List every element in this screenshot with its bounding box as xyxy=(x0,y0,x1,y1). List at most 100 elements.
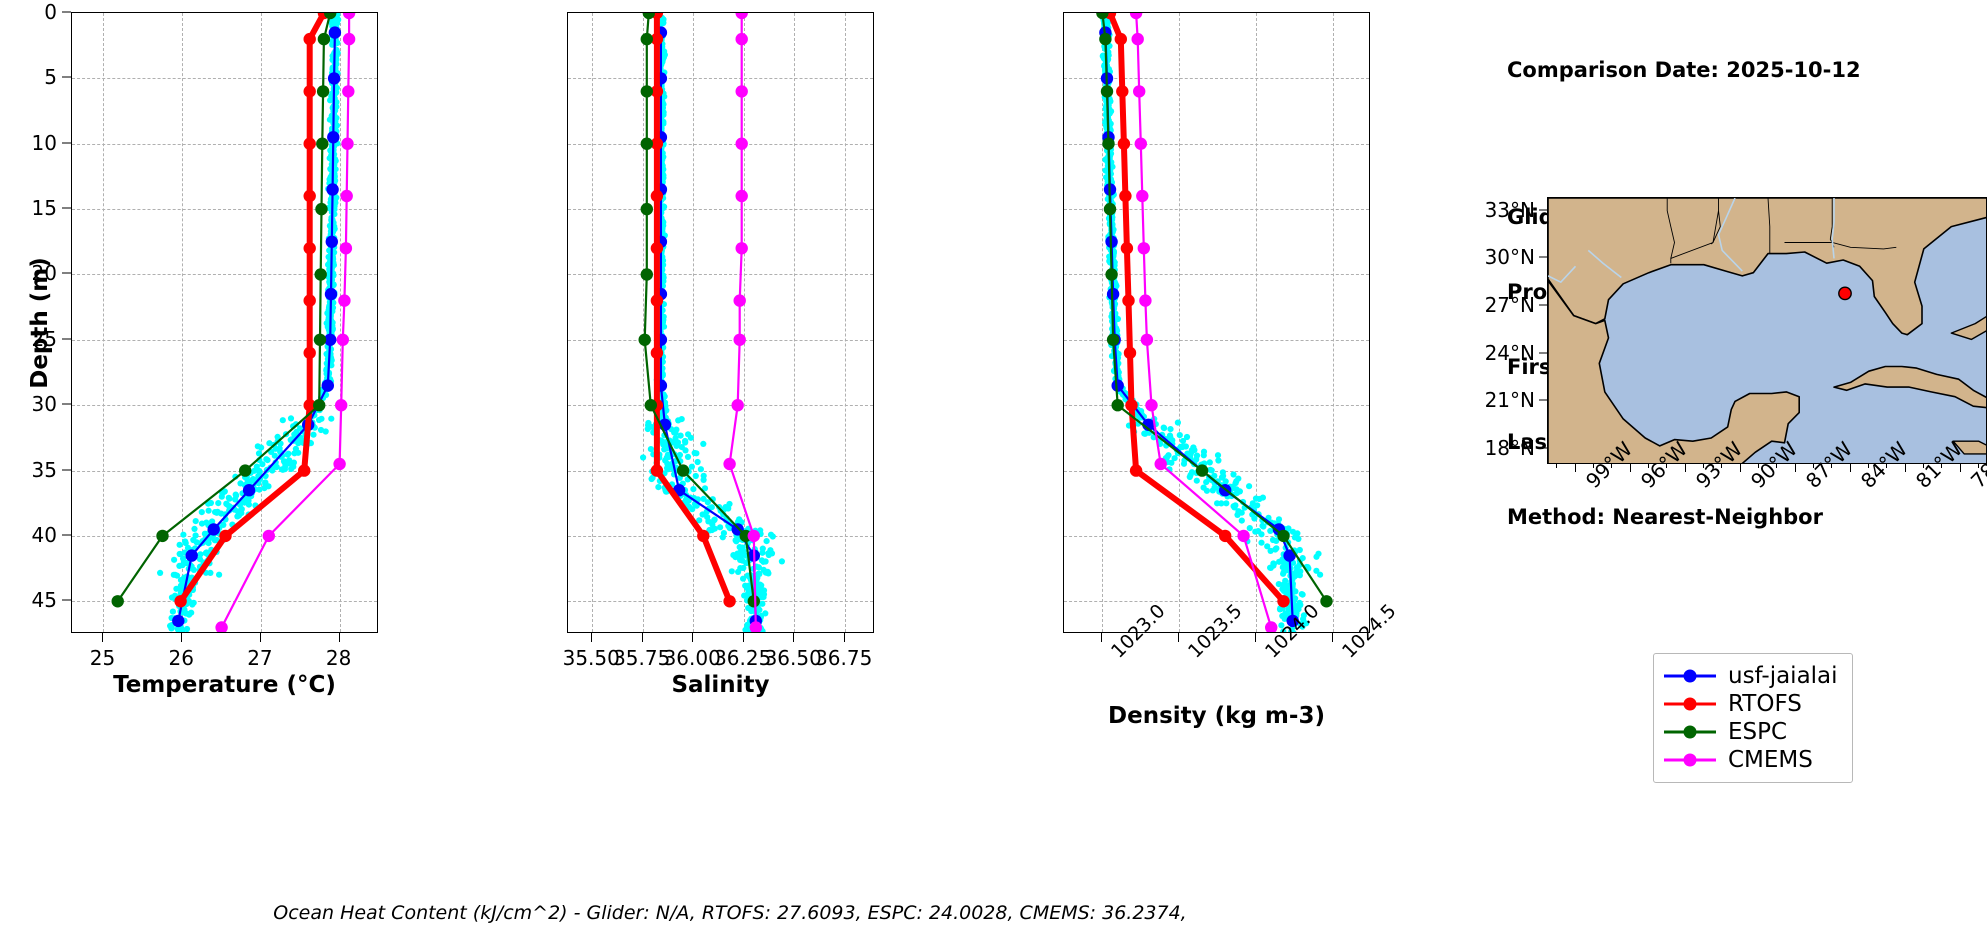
comparison-date-line: Comparison Date: 2025-10-12 xyxy=(1507,58,1861,82)
gridline-horizontal xyxy=(72,339,377,341)
gridline-horizontal xyxy=(1064,209,1369,211)
map-lon-tick-mark xyxy=(1794,464,1796,472)
map-lon-tick-mark xyxy=(1849,464,1851,472)
y-tick-label: 5 xyxy=(44,65,57,90)
legend-label: usf-jaialai xyxy=(1728,663,1838,689)
river-mississippi xyxy=(1717,198,1743,272)
x-tick-label: 26 xyxy=(168,646,194,670)
gridline-horizontal xyxy=(1064,405,1369,407)
map-lon-minor-tick xyxy=(1812,464,1814,468)
y-tick-label: 20 xyxy=(31,261,57,286)
location-map[interactable] xyxy=(1547,197,1987,464)
y-tick-label: 30 xyxy=(31,392,57,417)
gridline-horizontal xyxy=(568,405,873,407)
map-lon-minor-tick xyxy=(1556,464,1558,468)
y-tick-label: 40 xyxy=(31,522,57,547)
map-lat-tick-mark xyxy=(1539,399,1547,401)
map-lon-minor-tick xyxy=(1922,464,1924,468)
legend-item-usf-jaialai[interactable]: usf-jaialai xyxy=(1664,662,1838,690)
map-lon-minor-tick xyxy=(1831,464,1833,468)
gridline-horizontal xyxy=(72,209,377,211)
border-la-ar xyxy=(1670,210,1719,259)
map-lon-minor-tick xyxy=(1757,464,1759,468)
temperature-x-axis-ticks: 25 26 27 28 xyxy=(71,633,378,683)
x-tick-mark xyxy=(742,633,744,642)
legend-label: RTOFS xyxy=(1728,691,1802,717)
x-tick-label: 27 xyxy=(247,646,273,670)
gridline-horizontal xyxy=(568,601,873,603)
map-lon-minor-tick xyxy=(1721,464,1723,468)
legend-swatch xyxy=(1664,695,1716,713)
x-tick-mark xyxy=(1101,633,1103,642)
y-tick-label: 35 xyxy=(31,457,57,482)
x-tick-mark xyxy=(181,633,183,642)
y-tick-label: 25 xyxy=(31,326,57,351)
density-x-axis-ticks: 1023.0 1023.5 1024.0 1024.5 xyxy=(1063,600,1400,703)
map-lat-tick-mark xyxy=(1539,209,1547,211)
map-lon-minor-tick xyxy=(1684,464,1686,468)
gridline-vertical xyxy=(1102,13,1104,632)
map-lat-tick-label: 21°N xyxy=(1484,388,1535,413)
gridline-horizontal xyxy=(1064,339,1369,341)
border-ms-al xyxy=(1767,198,1771,254)
map-lon-minor-tick xyxy=(1666,464,1668,468)
glider-location-marker[interactable] xyxy=(1838,286,1852,301)
x-tick-mark xyxy=(338,633,340,642)
x-tick-mark xyxy=(641,633,643,642)
y-tick-mark xyxy=(62,338,71,340)
x-tick-mark xyxy=(1254,633,1256,642)
series-cmems xyxy=(1129,13,1278,632)
gridline-vertical xyxy=(642,13,644,632)
x-tick-mark xyxy=(259,633,261,642)
map-lon-minor-tick xyxy=(1886,464,1888,468)
river-chattahoochee xyxy=(1831,198,1835,259)
map-lon-minor-tick xyxy=(1647,464,1649,468)
legend-item-cmems[interactable]: CMEMS xyxy=(1664,746,1838,774)
gridline-vertical xyxy=(260,13,262,632)
legend-swatch xyxy=(1664,723,1716,741)
gridline-vertical xyxy=(743,13,745,632)
legend-marker-dot xyxy=(1683,753,1697,767)
legend-swatch xyxy=(1664,667,1716,685)
x-tick-mark xyxy=(1331,633,1333,642)
legend-item-rtofs[interactable]: RTOFS xyxy=(1664,690,1838,718)
legend-swatch xyxy=(1664,751,1716,769)
map-latitude-ticks: 33°N 30°N 27°N 24°N 21°N 18°N xyxy=(1420,197,1547,464)
salinity-data-layer xyxy=(638,13,785,632)
x-tick-mark xyxy=(1178,633,1180,642)
x-tick-label: 36.00 xyxy=(663,646,721,670)
gridline-vertical xyxy=(592,13,594,632)
map-lon-minor-tick xyxy=(1904,464,1906,468)
series-cmems xyxy=(215,13,356,632)
map-lon-minor-tick xyxy=(1867,464,1869,468)
map-lat-tick-label: 33°N xyxy=(1484,197,1535,222)
salinity-plot-frame xyxy=(567,12,874,633)
gridline-horizontal xyxy=(1064,470,1369,472)
x-tick-label: 35.75 xyxy=(613,646,671,670)
series-rtofs xyxy=(650,13,736,608)
river-rio-grande xyxy=(1548,265,1577,284)
map-lat-tick-mark xyxy=(1539,256,1547,258)
y-tick-mark xyxy=(62,469,71,471)
border-tx-la xyxy=(1666,198,1675,264)
x-tick-label: 36.75 xyxy=(815,646,873,670)
map-lon-tick-mark xyxy=(1684,464,1686,472)
y-tick-mark xyxy=(62,534,71,536)
gridline-horizontal xyxy=(72,274,377,276)
map-lon-tick-mark xyxy=(1574,464,1576,472)
gridline-horizontal xyxy=(568,143,873,145)
legend-item-espc[interactable]: ESPC xyxy=(1664,718,1838,746)
river-colorado-tx xyxy=(1587,249,1622,279)
gridline-horizontal xyxy=(568,339,873,341)
landmass-usa xyxy=(1548,198,1986,336)
density-data-layer xyxy=(1096,13,1333,632)
legend-marker-dot xyxy=(1683,669,1697,683)
x-tick-mark xyxy=(793,633,795,642)
gridline-vertical xyxy=(339,13,341,632)
x-tick-mark xyxy=(843,633,845,642)
gridline-horizontal xyxy=(1064,143,1369,145)
gridline-horizontal xyxy=(1064,78,1369,80)
map-lon-tick-mark xyxy=(1739,464,1741,472)
legend-marker-dot xyxy=(1683,697,1697,711)
series-espc xyxy=(1096,13,1333,608)
